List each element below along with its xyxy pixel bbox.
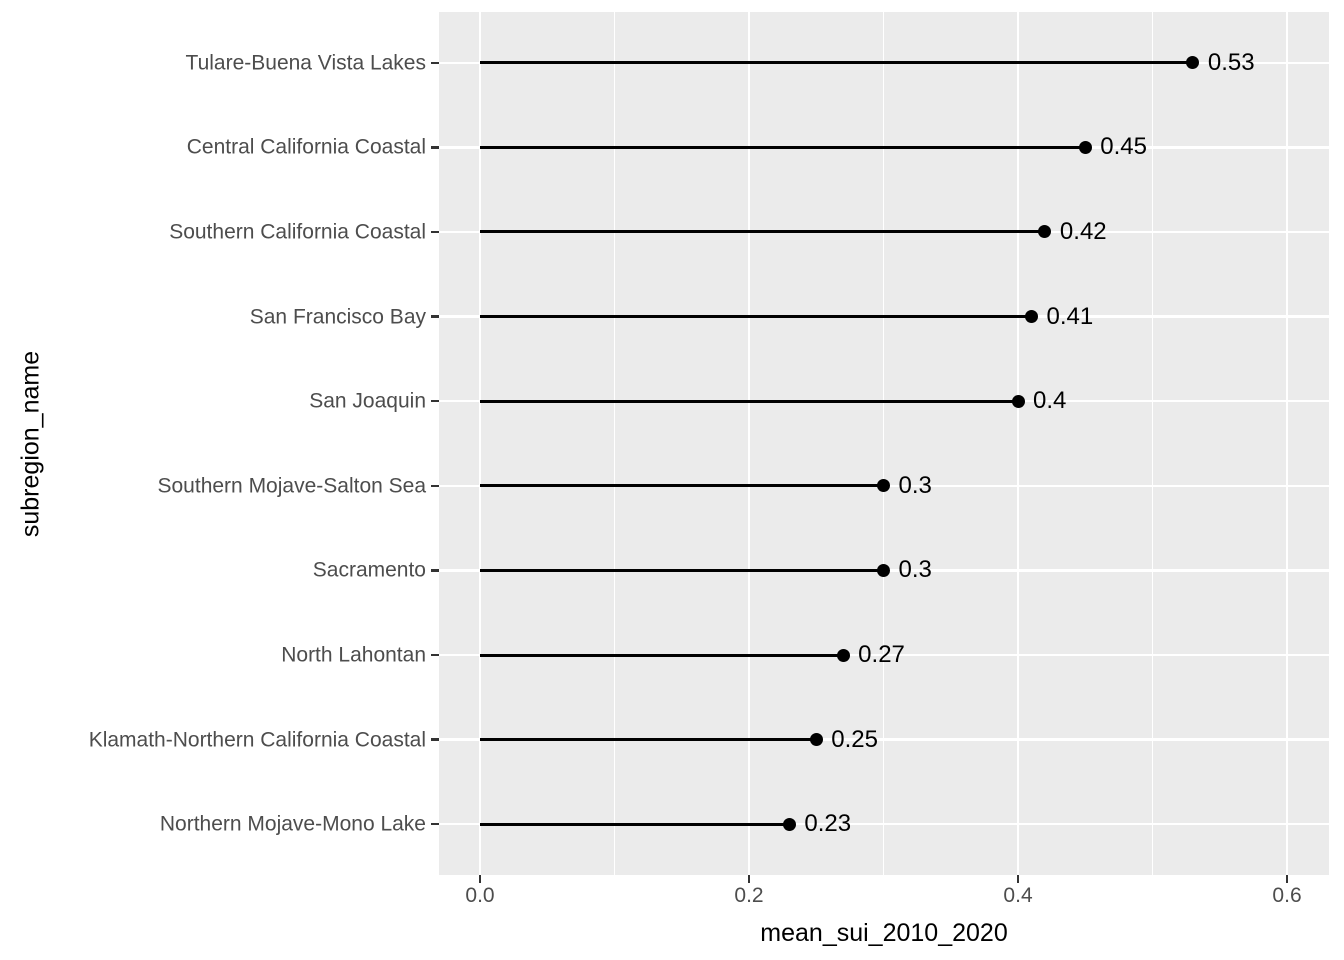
lollipop-segment	[480, 738, 817, 742]
x-tick-mark	[478, 875, 482, 883]
y-tick-label: Klamath-Northern California Coastal	[88, 728, 426, 752]
x-tick-label: 0.2	[734, 884, 764, 907]
gridline-major-horizontal	[439, 653, 1329, 657]
lollipop-dot	[1024, 310, 1038, 324]
y-tick-mark	[431, 569, 439, 572]
x-tick-label: 0.4	[1003, 884, 1033, 907]
y-tick-mark	[431, 484, 439, 488]
y-tick-mark	[431, 230, 439, 234]
y-tick-label: North Lahontan	[281, 643, 426, 667]
x-tick-mark	[1016, 875, 1020, 883]
x-tick-mark	[1285, 875, 1289, 883]
lollipop-segment	[480, 653, 844, 657]
value-label: 0.45	[1100, 133, 1147, 161]
gridline-major-vertical	[747, 12, 751, 875]
y-tick-mark	[431, 315, 439, 318]
y-tick-label: Tulare-Buena Vista Lakes	[185, 51, 426, 75]
y-tick-mark	[431, 146, 439, 149]
value-label: 0.3	[898, 556, 932, 584]
gridline-major-horizontal	[439, 822, 1329, 826]
y-tick-mark	[431, 738, 439, 741]
lollipop-segment	[480, 484, 884, 488]
value-label: 0.42	[1059, 217, 1107, 245]
lollipop-dot	[1078, 140, 1092, 154]
y-tick-label: Central California Coastal	[186, 135, 426, 159]
lollipop-segment	[480, 399, 1019, 403]
lollipop-dot	[877, 563, 891, 577]
plot-panel	[439, 12, 1329, 875]
value-label: 0.41	[1046, 302, 1094, 330]
x-tick-mark	[747, 875, 751, 883]
lollipop-dot	[1186, 56, 1200, 70]
y-tick-label: Sacramento	[312, 558, 426, 582]
gridline-minor-vertical	[1151, 12, 1154, 875]
y-tick-mark	[431, 61, 439, 64]
y-tick-mark	[431, 399, 439, 403]
y-tick-mark	[431, 822, 439, 826]
lollipop-segment	[480, 315, 1032, 319]
x-tick-label: 0.6	[1272, 884, 1302, 907]
lollipop-dot	[836, 648, 850, 662]
lollipop-dot	[782, 817, 796, 831]
lollipop-dot	[809, 733, 823, 747]
value-label: 0.27	[858, 641, 905, 669]
gridline-minor-vertical	[882, 12, 885, 875]
y-axis-title: subregion_name	[16, 350, 45, 537]
value-label: 0.53	[1207, 48, 1255, 76]
lollipop-segment	[480, 230, 1045, 234]
lollipop-segment	[480, 145, 1086, 149]
gridline-major-vertical	[1285, 12, 1289, 875]
y-tick-label: San Francisco Bay	[249, 305, 426, 329]
lollipop-dot	[1038, 225, 1052, 239]
y-tick-label: Northern Mojave-Mono Lake	[159, 812, 426, 836]
value-label: 0.25	[831, 725, 878, 753]
lollipop-segment	[480, 822, 790, 826]
y-tick-label: San Joaquin	[309, 389, 426, 413]
y-tick-label: Southern Mojave-Salton Sea	[157, 474, 427, 498]
x-tick-label: 0.0	[465, 884, 495, 907]
value-label: 0.4	[1033, 387, 1067, 415]
y-tick-mark	[431, 653, 439, 657]
value-label: 0.23	[804, 810, 852, 838]
gridline-major-horizontal	[439, 738, 1329, 741]
gridline-minor-vertical	[613, 12, 616, 875]
lollipop-segment	[480, 61, 1193, 65]
value-label: 0.3	[898, 471, 932, 499]
lollipop-segment	[480, 568, 884, 572]
lollipop-dot	[877, 479, 891, 493]
gridline-major-vertical	[478, 12, 482, 875]
gridline-major-vertical	[1016, 12, 1020, 875]
y-tick-label: Southern California Coastal	[169, 220, 426, 244]
lollipop-dot	[1011, 394, 1025, 408]
x-axis-title: mean_sui_2010_2020	[760, 919, 1008, 947]
